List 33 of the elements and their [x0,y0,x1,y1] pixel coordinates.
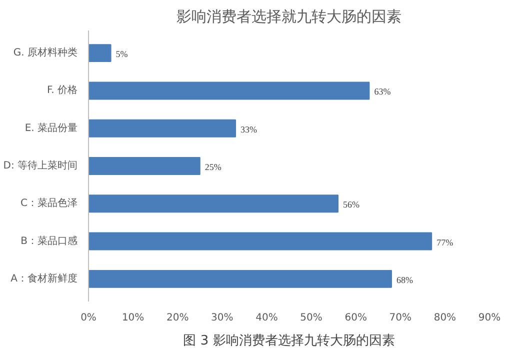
x-tick-label: 0% [80,312,96,324]
bar [88,44,112,62]
bar [88,119,236,138]
x-tick-label: 40% [256,312,278,324]
bar [88,82,370,100]
x-tick-label: 20% [166,312,189,324]
x-tick-label: 60% [344,312,367,324]
data-label: 25% [204,162,222,172]
x-tick-label: 30% [211,312,234,324]
data-label: 68% [396,274,414,285]
bar [88,194,339,213]
x-tick-label: 90% [478,312,501,324]
y-tick-label: E. 菜品份量 [24,122,78,134]
x-tick-label: 70% [389,312,412,324]
x-tick-label: 80% [434,312,456,324]
y-tick-label: A：食材新鲜度 [10,272,78,284]
y-tick-label: F. 价格 [46,84,78,96]
data-label: 77% [436,237,454,248]
chart-title: 影响消费者选择就九转大肠的因素 [176,8,402,26]
y-tick-label: B：菜品口感 [20,234,78,247]
x-tick-label: 50% [300,312,322,324]
y-tick-label: G. 原材料种类 [13,46,78,59]
data-label: 33% [240,124,258,134]
data-label: 63% [374,86,392,97]
data-label: 5% [116,49,128,60]
y-tick-label: D: 等待上菜时间 [3,160,78,172]
x-tick-label: 10% [122,312,144,324]
bar [88,270,392,288]
bar [88,157,200,175]
caption: 图 3 影响消费者选择九转大肠的因素 [183,334,395,348]
data-label: 56% [343,200,360,210]
y-tick-label: C：菜品色泽 [20,197,78,210]
bar [88,232,432,250]
